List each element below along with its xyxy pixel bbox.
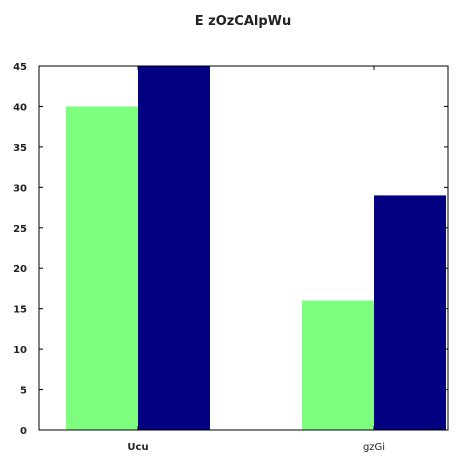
- plot-frame: [38, 65, 449, 431]
- bar-series1-gzGi: [302, 300, 374, 430]
- y-tick-label: 35: [13, 143, 27, 154]
- y-tick-label: 20: [13, 264, 27, 275]
- x-axis: Ucu gzGi: [127, 66, 385, 453]
- y-tick-label: 15: [13, 305, 27, 316]
- y-tick-label: 5: [20, 386, 27, 397]
- y-tick-label: 40: [13, 102, 27, 113]
- bar-series2-gzGi: [374, 195, 446, 430]
- y-tick-label: 10: [13, 345, 27, 356]
- bars-group: [66, 66, 446, 430]
- x-tick-label: gzGi: [363, 442, 385, 453]
- bar-series1-Ucu: [66, 106, 138, 430]
- y-tick-label: 0: [20, 426, 27, 437]
- chart-title: E zOzCAlpWu: [195, 14, 292, 29]
- y-tick-label: 30: [13, 183, 27, 194]
- y-tick-label: 45: [13, 62, 27, 73]
- x-tick-label: Ucu: [127, 442, 148, 453]
- y-tick-label: 25: [13, 224, 27, 235]
- bar-series2-Ucu: [138, 66, 210, 430]
